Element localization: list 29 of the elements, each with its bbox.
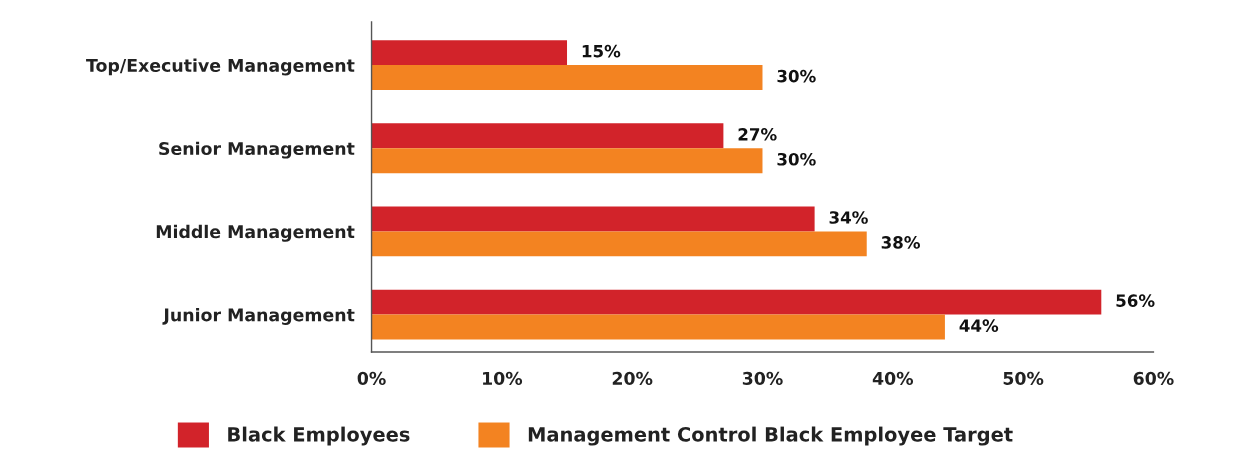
bar xyxy=(371,289,1102,315)
legend-label: Management Control Black Employee Target xyxy=(528,426,1013,446)
bar xyxy=(371,40,568,66)
bar xyxy=(371,206,815,232)
x-tick-label: 10% xyxy=(483,371,523,385)
y-tick-label: Senior Management xyxy=(159,141,355,159)
bar xyxy=(371,314,945,340)
bar xyxy=(371,231,867,257)
legend-label: Black Employees xyxy=(228,426,410,446)
data-label: 30% xyxy=(777,152,816,166)
y-tick-label: Junior Management xyxy=(162,307,355,325)
bar xyxy=(371,148,763,174)
x-tick-label: 50% xyxy=(1003,371,1044,385)
data-label: 44% xyxy=(959,319,999,332)
x-tick-label: 30% xyxy=(742,371,783,385)
data-label: 38% xyxy=(881,236,920,249)
data-label: 34% xyxy=(829,211,868,224)
bar xyxy=(371,65,763,91)
y-tick-label: Top/Executive Management xyxy=(86,58,355,76)
x-tick-label: 0% xyxy=(357,371,386,385)
data-label: 56% xyxy=(1116,294,1155,307)
x-tick-label: 20% xyxy=(612,371,653,385)
data-label: 15% xyxy=(582,44,621,58)
x-tick-label: 60% xyxy=(1133,371,1174,385)
bar xyxy=(371,123,724,149)
y-tick-label: Middle Management xyxy=(156,224,355,242)
data-label: 30% xyxy=(777,69,816,83)
data-label: 27% xyxy=(738,128,777,141)
x-tick-label: 40% xyxy=(872,371,914,385)
